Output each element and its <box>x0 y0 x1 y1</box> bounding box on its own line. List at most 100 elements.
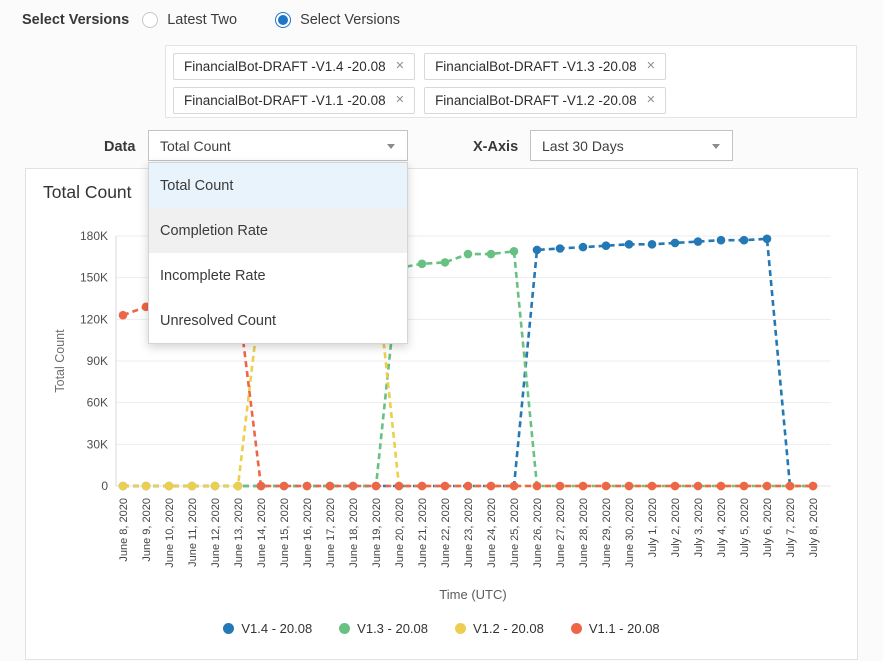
data-select[interactable]: Total Count <box>148 130 408 161</box>
data-point <box>601 481 611 491</box>
x-tick-label: June 17, 2020 <box>325 498 337 568</box>
chart-panel: 0 30K 60K 90K 120K 150K 180K Total Count June 8,… <box>25 168 858 660</box>
legend-item[interactable]: V1.1 - 20.08 <box>570 621 660 636</box>
menu-item-completion-rate[interactable]: Completion Rate <box>149 208 407 253</box>
data-point <box>739 481 749 491</box>
x-tick-label: June 26, 2020 <box>532 498 544 568</box>
data-point <box>762 234 772 244</box>
data-point <box>417 481 427 491</box>
radio-select-versions[interactable]: Select Versions <box>275 12 400 28</box>
x-tick-label: June 14, 2020 <box>256 498 268 568</box>
x-tick-label: July 3, 2020 <box>693 498 705 557</box>
version-chip: FinancialBot-DRAFT -V1.2 -20.08 × <box>424 87 667 114</box>
x-tick-label: June 27, 2020 <box>555 498 567 568</box>
x-tick-label: June 23, 2020 <box>463 498 475 568</box>
x-tick-label: June 19, 2020 <box>371 498 383 568</box>
data-point <box>509 481 519 491</box>
data-point <box>440 481 450 491</box>
data-point <box>302 481 312 491</box>
x-tick-label: June 10, 2020 <box>164 498 176 568</box>
x-axis-title: Time (UTC) <box>439 587 507 602</box>
data-point <box>716 235 726 245</box>
chip-remove-icon[interactable]: × <box>395 58 405 75</box>
data-point <box>785 481 795 491</box>
data-point <box>279 481 289 491</box>
data-point <box>118 481 128 491</box>
data-point <box>578 481 588 491</box>
x-tick-label: July 8, 2020 <box>808 498 820 557</box>
radio-label-latest-two: Latest Two <box>167 12 238 28</box>
legend-item[interactable]: V1.2 - 20.08 <box>455 621 544 636</box>
y-tick-label: 60K <box>87 396 108 410</box>
y-tick-label: 120K <box>80 312 108 326</box>
version-select-row: Select Versions Latest Two Select Versio… <box>22 10 400 30</box>
chip-remove-icon[interactable]: × <box>646 58 656 75</box>
x-tick-label: June 20, 2020 <box>394 498 406 568</box>
data-point <box>739 235 749 245</box>
x-tick-label: July 7, 2020 <box>785 498 797 557</box>
legend-dot-icon <box>570 623 582 634</box>
data-point <box>463 481 473 491</box>
data-point <box>647 240 657 249</box>
data-point <box>532 481 542 491</box>
data-point <box>325 481 335 491</box>
xaxis-select[interactable]: Last 30 Days <box>530 130 733 161</box>
x-tick-label: July 6, 2020 <box>762 498 774 557</box>
selected-versions-box: FinancialBot-DRAFT -V1.4 -20.08 × Financ… <box>165 45 857 118</box>
x-tick-label: June 18, 2020 <box>348 498 360 568</box>
data-point <box>210 481 220 491</box>
x-tick-label: July 5, 2020 <box>739 498 751 557</box>
chip-remove-icon[interactable]: × <box>395 92 405 109</box>
menu-item-unresolved-count[interactable]: Unresolved Count <box>149 298 407 343</box>
data-point <box>440 258 450 267</box>
chart-title: Total Count <box>43 182 132 202</box>
x-tick-label: June 25, 2020 <box>509 498 521 568</box>
version-chip: FinancialBot-DRAFT -V1.3 -20.08 × <box>424 53 667 80</box>
y-tick-label: 150K <box>80 271 108 285</box>
data-point <box>808 481 818 491</box>
data-point <box>348 481 358 491</box>
menu-item-incomplete-rate[interactable]: Incomplete Rate <box>149 253 407 298</box>
radio-latest-two[interactable]: Latest Two <box>142 12 237 28</box>
data-label: Data <box>104 139 136 155</box>
data-point <box>670 481 680 491</box>
chart-canvas: 0 30K 60K 90K 120K 150K 180K Total Count June 8,… <box>53 229 831 568</box>
data-point <box>187 481 197 491</box>
chip-remove-icon[interactable]: × <box>646 92 656 109</box>
x-tick-label: June 15, 2020 <box>279 498 291 568</box>
data-point <box>417 259 427 269</box>
x-tick-label: July 4, 2020 <box>716 498 728 557</box>
x-tick-label: June 22, 2020 <box>440 498 452 568</box>
data-select-value: Total Count <box>160 137 231 154</box>
x-tick-label: June 8, 2020 <box>118 498 130 562</box>
data-point <box>233 481 243 491</box>
y-axis-title: Total Count <box>53 329 67 393</box>
data-point <box>509 246 519 256</box>
chip-label: FinancialBot-DRAFT -V1.3 -20.08 <box>435 59 637 74</box>
chip-label: FinancialBot-DRAFT -V1.2 -20.08 <box>435 93 637 108</box>
x-tick-label: June 29, 2020 <box>601 498 613 568</box>
data-point <box>601 241 611 251</box>
x-tick-label: July 2, 2020 <box>670 498 682 557</box>
x-tick-label: June 30, 2020 <box>624 498 636 568</box>
legend-item[interactable]: V1.4 - 20.08 <box>223 621 312 636</box>
radio-label-select-versions: Select Versions <box>300 12 401 28</box>
legend-label: V1.1 - 20.08 <box>588 621 660 636</box>
data-point <box>762 481 772 491</box>
x-tick-label: June 16, 2020 <box>302 498 314 568</box>
data-point <box>555 244 565 253</box>
data-dropdown-menu: Total Count Completion Rate Incomplete R… <box>148 162 408 344</box>
chevron-down-icon <box>712 144 720 149</box>
x-tick-label: June 28, 2020 <box>578 498 590 568</box>
xaxis-label: X-Axis <box>473 139 519 155</box>
data-point <box>463 249 473 259</box>
y-tick-label: 180K <box>80 229 108 243</box>
menu-item-total-count[interactable]: Total Count <box>149 163 407 208</box>
x-tick-label: June 21, 2020 <box>417 498 429 568</box>
legend-item[interactable]: V1.3 - 20.08 <box>339 621 428 636</box>
version-chip: FinancialBot-DRAFT -V1.1 -20.08 × <box>173 87 416 114</box>
data-point <box>486 481 496 491</box>
x-tick-label: June 13, 2020 <box>233 498 245 568</box>
y-tick-label: 30K <box>87 437 108 451</box>
data-point <box>693 481 703 491</box>
